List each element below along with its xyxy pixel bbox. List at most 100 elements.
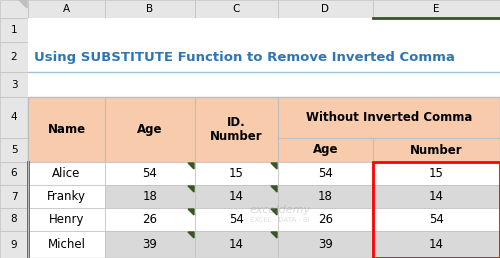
Bar xyxy=(105,185,195,208)
Text: Name: Name xyxy=(48,123,86,136)
Text: 1: 1 xyxy=(10,25,18,35)
Bar xyxy=(0,18,28,42)
Text: 18: 18 xyxy=(318,190,333,203)
Bar xyxy=(195,97,278,162)
Text: Henry: Henry xyxy=(49,213,84,226)
Bar xyxy=(373,231,500,258)
Text: 39: 39 xyxy=(318,238,333,251)
Bar xyxy=(105,18,195,42)
Text: 18: 18 xyxy=(142,190,158,203)
Bar xyxy=(278,185,373,208)
Text: Using SUBSTITUTE Function to Remove Inverted Comma: Using SUBSTITUTE Function to Remove Inve… xyxy=(34,51,455,63)
Bar xyxy=(373,138,500,162)
Bar xyxy=(373,42,500,72)
Bar xyxy=(105,97,195,138)
Bar xyxy=(278,97,373,138)
Bar xyxy=(28,97,500,258)
Polygon shape xyxy=(271,163,277,169)
Polygon shape xyxy=(271,232,277,238)
Bar xyxy=(28,42,105,72)
Polygon shape xyxy=(271,209,277,215)
Text: Alice: Alice xyxy=(52,167,80,180)
Bar xyxy=(28,208,105,231)
Text: 54: 54 xyxy=(229,213,244,226)
Bar xyxy=(105,72,195,97)
Bar xyxy=(0,185,28,208)
Text: 9: 9 xyxy=(10,239,18,249)
Bar xyxy=(28,97,105,162)
Text: 39: 39 xyxy=(142,238,158,251)
Polygon shape xyxy=(19,0,27,8)
Bar xyxy=(195,162,278,185)
Text: 7: 7 xyxy=(10,191,18,201)
Bar xyxy=(0,72,28,97)
Bar xyxy=(0,208,28,231)
Bar xyxy=(373,162,500,185)
Bar xyxy=(278,42,373,72)
Bar xyxy=(195,72,278,97)
Polygon shape xyxy=(188,232,194,238)
Text: Without Inverted Comma: Without Inverted Comma xyxy=(306,111,472,124)
Polygon shape xyxy=(188,209,194,215)
Text: C: C xyxy=(233,4,240,14)
Text: 54: 54 xyxy=(318,167,333,180)
Bar xyxy=(28,0,105,18)
Bar xyxy=(0,162,28,185)
Bar xyxy=(105,97,195,162)
Bar xyxy=(195,231,278,258)
Bar xyxy=(278,138,373,162)
Bar xyxy=(278,162,373,185)
Bar xyxy=(195,138,278,162)
Bar xyxy=(373,138,500,162)
Text: 14: 14 xyxy=(229,190,244,203)
Text: 8: 8 xyxy=(10,214,18,224)
Bar xyxy=(278,138,373,162)
Text: 54: 54 xyxy=(429,213,444,226)
Text: exceldemy: exceldemy xyxy=(250,205,310,215)
Polygon shape xyxy=(188,186,194,192)
Text: Age: Age xyxy=(137,123,163,136)
Text: 14: 14 xyxy=(229,238,244,251)
Bar xyxy=(0,138,28,162)
Bar xyxy=(0,0,28,18)
Text: 26: 26 xyxy=(318,213,333,226)
Text: Number: Number xyxy=(410,143,463,157)
Bar xyxy=(28,138,105,162)
Bar xyxy=(278,0,373,18)
Bar xyxy=(28,185,105,208)
Bar xyxy=(278,18,373,42)
Bar xyxy=(373,72,500,97)
Bar xyxy=(278,72,373,97)
Polygon shape xyxy=(188,163,194,169)
Polygon shape xyxy=(271,186,277,192)
Bar xyxy=(373,0,500,18)
Bar xyxy=(195,97,278,138)
Bar xyxy=(105,162,195,185)
Text: 14: 14 xyxy=(429,190,444,203)
Bar xyxy=(0,231,28,258)
Bar xyxy=(28,162,105,185)
Text: E: E xyxy=(433,4,440,14)
Bar xyxy=(373,185,500,208)
Bar xyxy=(195,18,278,42)
Bar xyxy=(0,42,28,72)
Text: Franky: Franky xyxy=(47,190,86,203)
Bar xyxy=(28,72,105,97)
Text: A: A xyxy=(63,4,70,14)
Bar xyxy=(373,18,500,42)
Bar xyxy=(105,138,195,162)
Bar xyxy=(195,185,278,208)
Bar xyxy=(373,208,500,231)
Text: 5: 5 xyxy=(10,145,18,155)
Text: ID.
Number: ID. Number xyxy=(210,116,263,143)
Bar xyxy=(195,208,278,231)
Text: 15: 15 xyxy=(229,167,244,180)
Text: B: B xyxy=(146,4,154,14)
Bar xyxy=(105,42,195,72)
Bar xyxy=(278,97,500,138)
Bar xyxy=(28,231,105,258)
Text: Age: Age xyxy=(313,143,338,157)
Bar xyxy=(195,0,278,18)
Text: 14: 14 xyxy=(429,238,444,251)
Bar xyxy=(373,97,500,138)
